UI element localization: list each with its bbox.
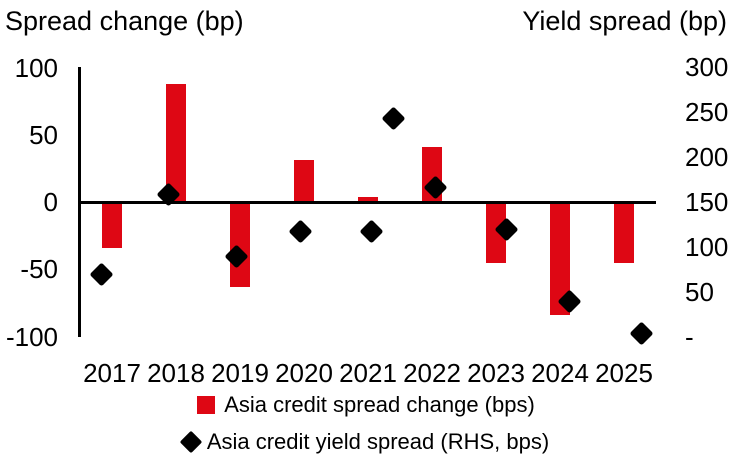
right-tick-50: 50	[685, 277, 714, 307]
x-label-2021: 2021	[339, 358, 397, 388]
diamond-marker-9	[629, 321, 654, 346]
x-label-2024: 2024	[531, 358, 589, 388]
bar-2025	[614, 202, 634, 263]
legend: Asia credit spread change (bps) Asia cre…	[0, 393, 732, 454]
right-tick-250: 250	[685, 97, 729, 127]
right-tick-100: 100	[685, 232, 729, 262]
bar-2017	[102, 202, 122, 248]
x-label-2025: 2025	[595, 358, 653, 388]
x-label-2018: 2018	[147, 358, 205, 388]
right-tick-200: 200	[685, 142, 729, 172]
bar-2024	[550, 202, 570, 315]
diamond-marker-0	[89, 261, 114, 287]
left-tick-0: 0	[43, 187, 58, 217]
legend-label-diamonds: Asia credit yield spread (RHS, bps)	[206, 429, 550, 454]
left-tick-50: 50	[29, 119, 58, 150]
diamond-marker-4	[359, 219, 384, 244]
diamond-marker-3	[288, 219, 313, 244]
legend-item-diamonds: Asia credit yield spread (RHS, bps)	[179, 429, 550, 454]
bar-2021	[358, 196, 378, 202]
legend-item-bars: Asia credit spread change (bps)	[197, 393, 535, 417]
left-tick--50: -50	[20, 254, 58, 285]
x-label-2020: 2020	[275, 358, 333, 388]
legend-label-bars: Asia credit spread change (bps)	[224, 392, 535, 417]
diamond-series-swatch	[179, 430, 203, 454]
bar-2018	[166, 83, 186, 202]
x-label-2022: 2022	[403, 358, 461, 388]
right-tick-300: 300	[685, 52, 729, 82]
x-label-2023: 2023	[467, 358, 525, 388]
bar-2023	[486, 202, 506, 263]
bar-2020	[294, 160, 314, 202]
x-label-2017: 2017	[83, 358, 141, 388]
right-axis-title: Yield spread (bp)	[522, 6, 727, 36]
zero-line	[78, 200, 656, 204]
left-tick-100: 100	[14, 52, 58, 83]
bar-2019	[230, 202, 250, 287]
left-tick--100: -100	[5, 321, 58, 352]
left-axis-title: Spread change (bp)	[5, 6, 244, 36]
right-tick-0: -	[685, 322, 694, 352]
x-label-2019: 2019	[211, 358, 269, 388]
bar-series-swatch	[197, 396, 216, 414]
diamond-marker-5	[380, 106, 406, 131]
right-tick-150: 150	[685, 187, 729, 217]
